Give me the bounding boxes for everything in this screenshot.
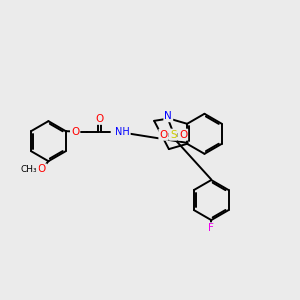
Text: O: O	[38, 164, 46, 174]
Text: CH₃: CH₃	[21, 165, 38, 174]
Text: O: O	[71, 127, 79, 137]
Text: O: O	[160, 130, 168, 140]
Text: NH: NH	[115, 127, 130, 137]
Text: O: O	[95, 114, 103, 124]
Text: F: F	[208, 223, 214, 233]
Text: S: S	[170, 130, 177, 140]
Text: O: O	[179, 130, 187, 140]
Text: N: N	[164, 111, 172, 121]
